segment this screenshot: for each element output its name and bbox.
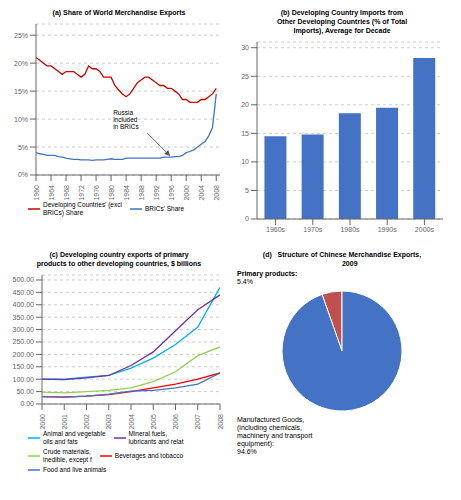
svg-text:0.00: 0.00: [20, 400, 34, 407]
svg-text:1960s: 1960s: [266, 226, 286, 233]
svg-text:300.00: 300.00: [13, 326, 35, 333]
svg-text:200.00: 200.00: [13, 351, 35, 358]
svg-text:2000: 2000: [39, 414, 46, 430]
svg-text:10: 10: [241, 158, 249, 165]
html-text:BRICs' Share: BRICs' Share: [144, 204, 185, 212]
svg-text:500.00: 500.00: [13, 276, 35, 283]
svg-text:2007: 2007: [194, 414, 201, 430]
svg-text:20: 20: [241, 101, 249, 108]
svg-text:1980s: 1980s: [340, 226, 360, 233]
html-text:(c) Developing country exports: (c) Developing country exports of primar…: [36, 251, 202, 267]
svg-text:0: 0: [245, 215, 249, 222]
svg-text:2004: 2004: [128, 414, 135, 430]
html-text:Manufactured Goods, (including: Manufactured Goods, (including chemicals…: [237, 416, 313, 447]
svg-text:2004: 2004: [198, 185, 205, 201]
svg-text:2001: 2001: [61, 414, 68, 430]
svg-text:2008: 2008: [213, 185, 220, 201]
html-text:Food and live animals: Food and live animals: [43, 466, 107, 473]
html-text:Primary products:: Primary products:: [237, 270, 298, 277]
svg-text:Russiaincludedin BRICs: Russiaincludedin BRICs: [113, 109, 139, 130]
svg-text:450.00: 450.00: [13, 289, 35, 296]
svg-text:2008: 2008: [217, 414, 224, 430]
html-text:Animal and vegetable oils and: Animal and vegetable oils and fats: [43, 430, 106, 445]
svg-text:2000: 2000: [183, 185, 190, 201]
svg-text:100.00: 100.00: [13, 376, 35, 383]
svg-text:1980: 1980: [108, 185, 115, 201]
html-text:94.6%: 94.6%: [237, 448, 257, 455]
svg-text:2000s: 2000s: [415, 226, 435, 233]
svg-text:2003: 2003: [105, 414, 112, 430]
html-text:Beverages and tobacco: Beverages and tobacco: [114, 451, 184, 459]
svg-text:350.00: 350.00: [13, 314, 35, 321]
svg-text:1976: 1976: [93, 185, 100, 201]
html-text:Crude materials, inedible, exc: Crude materials, inedible, except f: [43, 448, 92, 463]
svg-text:1964: 1964: [48, 185, 55, 201]
svg-text:1996: 1996: [168, 185, 175, 201]
svg-text:1970s: 1970s: [303, 226, 323, 233]
svg-text:2006: 2006: [172, 414, 179, 430]
svg-text:0%: 0%: [18, 171, 28, 178]
svg-text:5: 5: [245, 187, 249, 194]
svg-text:50.00: 50.00: [16, 388, 34, 395]
svg-text:150.00: 150.00: [13, 363, 35, 370]
html-text:Developing Countries' (excl BR: Developing Countries' (excl BRICs) Share: [43, 201, 122, 216]
svg-text:2005: 2005: [150, 414, 157, 430]
svg-text:30: 30: [241, 44, 249, 51]
html-text:Mineral fuels, lubricants and: Mineral fuels, lubricants and relat: [128, 430, 184, 445]
svg-text:1972: 1972: [78, 185, 85, 201]
svg-text:25: 25: [241, 73, 249, 80]
svg-text:1992: 1992: [153, 185, 160, 201]
svg-text:250.00: 250.00: [13, 338, 35, 345]
svg-text:1960: 1960: [33, 185, 40, 201]
svg-text:15: 15: [241, 130, 249, 137]
svg-text:25%: 25%: [14, 32, 28, 39]
svg-text:1984: 1984: [123, 185, 130, 201]
html-text:(b) Developing Country Imports: (b) Developing Country Imports from Othe…: [276, 9, 408, 34]
svg-text:15%: 15%: [14, 88, 28, 95]
html-text:5.4%: 5.4%: [237, 278, 253, 285]
svg-text:2002: 2002: [83, 414, 90, 430]
svg-text:400.00: 400.00: [13, 301, 35, 308]
svg-text:1988: 1988: [138, 185, 145, 201]
html-text:(d) Structure of Chinese Merch: (d) Structure of Chinese Merchandise Exp…: [262, 251, 422, 267]
html-text:(a) Share of World Merchandise: (a) Share of World Merchandise Exports: [52, 9, 186, 16]
svg-text:5%: 5%: [18, 144, 28, 151]
svg-text:1990s: 1990s: [378, 226, 398, 233]
svg-text:20%: 20%: [14, 60, 28, 67]
svg-text:10%: 10%: [14, 116, 28, 123]
svg-text:1968: 1968: [63, 185, 70, 201]
